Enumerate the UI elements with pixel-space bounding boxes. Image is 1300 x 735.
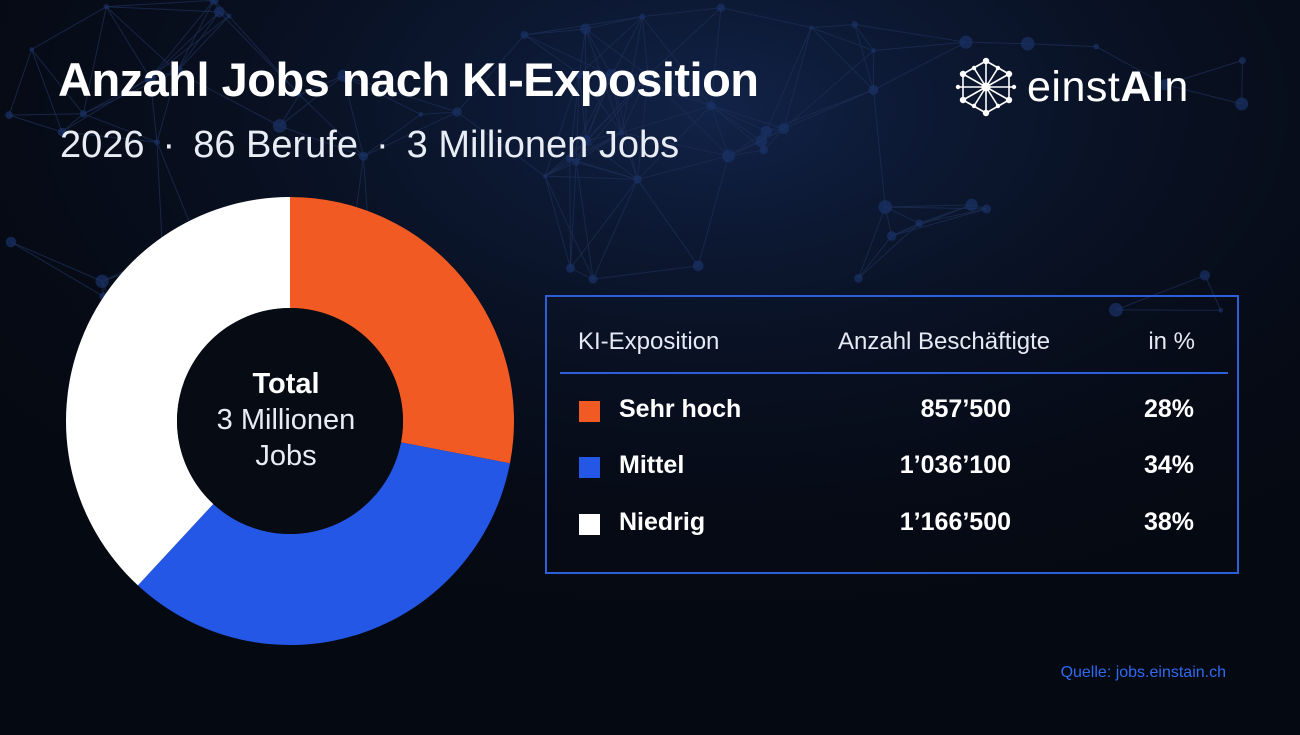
row-value: 1’166’500 [899, 508, 1011, 536]
subtitle-professions: 86 Berufe [193, 124, 358, 166]
center-total-unit: Jobs [255, 440, 317, 472]
table-row: Mittel 1’036’100 34% [547, 448, 1237, 488]
swatch-sehr-hoch [579, 401, 600, 422]
network-icon [955, 57, 1017, 117]
table-row: Niedrig 1’166’500 38% [547, 505, 1237, 545]
swatch-mittel [579, 457, 600, 478]
chart-subtitle: 2026 · 86 Berufe · 3 Millionen Jobs [60, 124, 679, 167]
slice-niedrig [66, 197, 290, 586]
chart-title: Anzahl Jobs nach KI-Exposition [58, 53, 759, 106]
center-total-value: 3 Millionen [216, 404, 356, 436]
legend-table: KI-Exposition Anzahl Beschäftigte in % S… [545, 295, 1239, 574]
swatch-niedrig [579, 514, 600, 535]
header-employees: Anzahl Beschäftigte [838, 328, 1051, 355]
source-note: Quelle: jobs.einstain.ch [1060, 664, 1226, 681]
table-row: Sehr hoch 857’500 28% [547, 392, 1237, 432]
row-percent: 28% [1143, 395, 1194, 423]
row-label: Sehr hoch [619, 395, 742, 423]
center-total-label: Total [252, 368, 320, 400]
slice-sehr-hoch [290, 197, 514, 464]
logo-wordmark: einstAIn [1027, 62, 1189, 111]
header-percent: in % [1148, 328, 1195, 355]
row-percent: 34% [1143, 451, 1194, 479]
header-exposure: KI-Exposition [578, 328, 720, 355]
row-label: Niedrig [619, 508, 706, 536]
row-value: 1’036’100 [899, 451, 1011, 479]
row-percent: 38% [1143, 508, 1194, 536]
subtitle-separator: · [376, 124, 389, 166]
row-value: 857’500 [920, 395, 1011, 423]
header-divider [560, 372, 1228, 374]
subtitle-jobs: 3 Millionen Jobs [406, 124, 680, 166]
row-label: Mittel [619, 451, 685, 479]
donut-center-label: Total 3 Millionen Jobs [186, 366, 386, 474]
slice-mittel [137, 442, 510, 646]
subtitle-separator: · [162, 124, 176, 166]
donut-hole [177, 308, 403, 534]
subtitle-year: 2026 [60, 124, 145, 166]
logo: einstAIn [955, 56, 1189, 118]
